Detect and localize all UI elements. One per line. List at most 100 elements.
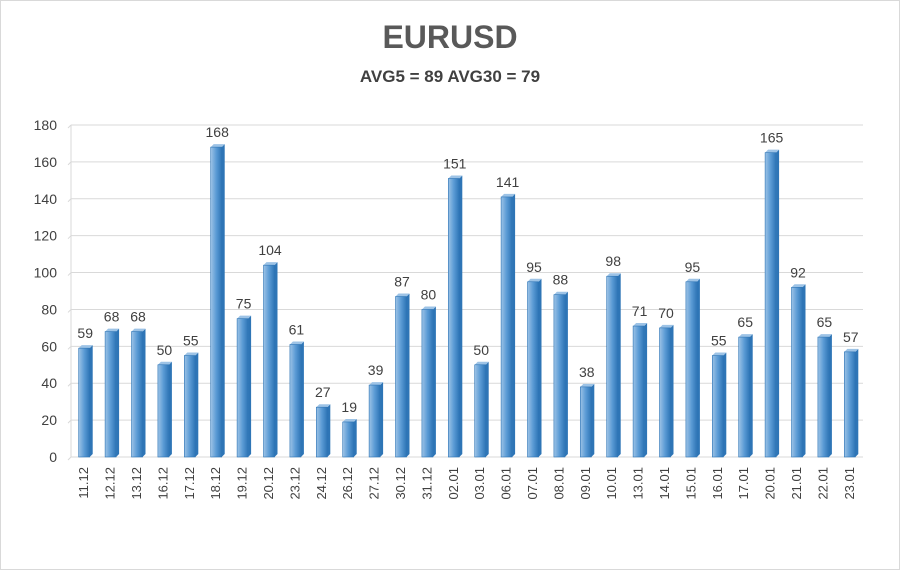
- bar-side: [380, 382, 384, 457]
- bar-side: [512, 193, 516, 457]
- data-label: 50: [473, 342, 489, 358]
- bar-side: [116, 328, 120, 457]
- data-label: 71: [632, 303, 648, 319]
- bar: [738, 336, 751, 458]
- bar: [157, 364, 170, 458]
- y-tick-label: 40: [41, 375, 57, 391]
- bar-top: [765, 149, 780, 153]
- data-label: 104: [258, 242, 282, 258]
- data-label: 168: [206, 124, 230, 140]
- data-label: 57: [843, 329, 859, 345]
- bar-top: [712, 352, 727, 356]
- data-label: 55: [183, 333, 199, 349]
- data-label: 95: [685, 259, 701, 275]
- data-label: 165: [760, 130, 784, 146]
- bar: [421, 309, 434, 458]
- bar-side: [696, 278, 700, 457]
- data-label: 88: [553, 272, 569, 288]
- bar-top: [316, 404, 331, 408]
- bar-side: [564, 291, 568, 457]
- bar-top: [210, 144, 225, 148]
- x-tick-label: 14.01: [657, 467, 672, 500]
- bar-top: [501, 193, 516, 197]
- bar-top: [105, 328, 120, 332]
- data-label: 87: [394, 274, 410, 290]
- bar: [579, 386, 592, 458]
- bar: [527, 281, 539, 458]
- y-tick-label: 20: [41, 412, 57, 428]
- bar-side: [591, 383, 595, 457]
- bar: [500, 196, 513, 458]
- x-tick-label: 20.12: [261, 467, 276, 500]
- bar: [236, 318, 249, 458]
- data-label: 50: [157, 342, 173, 358]
- bar-top: [421, 306, 436, 310]
- x-tick-label: 10.01: [604, 467, 619, 500]
- data-label: 141: [496, 174, 520, 190]
- y-tick-label: 180: [34, 117, 58, 133]
- bar-top: [844, 348, 859, 352]
- bar-top: [289, 341, 304, 345]
- x-tick-label: 03.01: [472, 467, 487, 500]
- bar-side: [617, 273, 621, 457]
- bar-side: [300, 341, 304, 457]
- data-label: 80: [421, 286, 437, 302]
- bar-side: [670, 324, 674, 457]
- x-tick-label: 19.12: [235, 467, 250, 500]
- data-label: 55: [711, 333, 727, 349]
- bar-side: [221, 144, 225, 457]
- x-tick-label: 07.01: [525, 467, 540, 500]
- data-label: 65: [737, 314, 753, 330]
- bar: [843, 351, 856, 458]
- x-tick-label: 06.01: [499, 467, 514, 500]
- x-tick-label: 13.01: [631, 467, 646, 500]
- bar: [447, 178, 460, 458]
- y-tick-label: 140: [34, 191, 58, 207]
- bar: [817, 336, 830, 458]
- bar-side: [538, 278, 542, 457]
- y-tick-label: 80: [41, 301, 57, 317]
- bar-side: [327, 404, 331, 457]
- bar-top: [527, 278, 542, 282]
- x-tick-label: 24.12: [314, 467, 329, 500]
- bar-top: [817, 334, 832, 338]
- x-tick-label: 17.12: [182, 467, 197, 500]
- bar: [553, 294, 566, 458]
- bar: [342, 421, 355, 458]
- data-label: 151: [443, 155, 467, 171]
- x-tick-label: 02.01: [446, 467, 461, 500]
- bar: [474, 364, 487, 458]
- bar-side: [248, 315, 252, 457]
- bar-top: [157, 361, 172, 365]
- bar-top: [580, 383, 595, 387]
- bar-side: [406, 293, 410, 457]
- data-label: 68: [104, 309, 120, 325]
- data-label: 98: [605, 253, 621, 269]
- data-label: 68: [130, 309, 146, 325]
- bar-top: [791, 284, 806, 288]
- bar-top: [184, 352, 199, 356]
- bar: [131, 331, 143, 458]
- x-tick-label: 20.01: [763, 467, 778, 500]
- bar: [711, 355, 724, 458]
- x-tick-label: 11.12: [76, 467, 91, 499]
- bar: [210, 146, 222, 458]
- x-tick-label: 30.12: [393, 467, 408, 500]
- x-tick-label: 16.12: [155, 467, 170, 500]
- bar-side: [142, 328, 146, 457]
- bar: [78, 347, 90, 458]
- x-tick-label: 27.12: [367, 467, 382, 500]
- bar-top: [474, 361, 489, 365]
- x-tick-label: 17.01: [736, 467, 751, 500]
- bar-side: [723, 352, 727, 457]
- bar-top: [342, 418, 357, 422]
- x-tick-label: 23.01: [842, 467, 857, 500]
- bar-top: [606, 273, 621, 277]
- data-label: 38: [579, 364, 595, 380]
- bar-side: [855, 348, 859, 457]
- y-tick-label: 60: [41, 338, 57, 354]
- data-label: 75: [236, 296, 252, 312]
- data-label: 27: [315, 384, 331, 400]
- x-tick-label: 23.12: [287, 467, 302, 500]
- bar-side: [274, 262, 278, 457]
